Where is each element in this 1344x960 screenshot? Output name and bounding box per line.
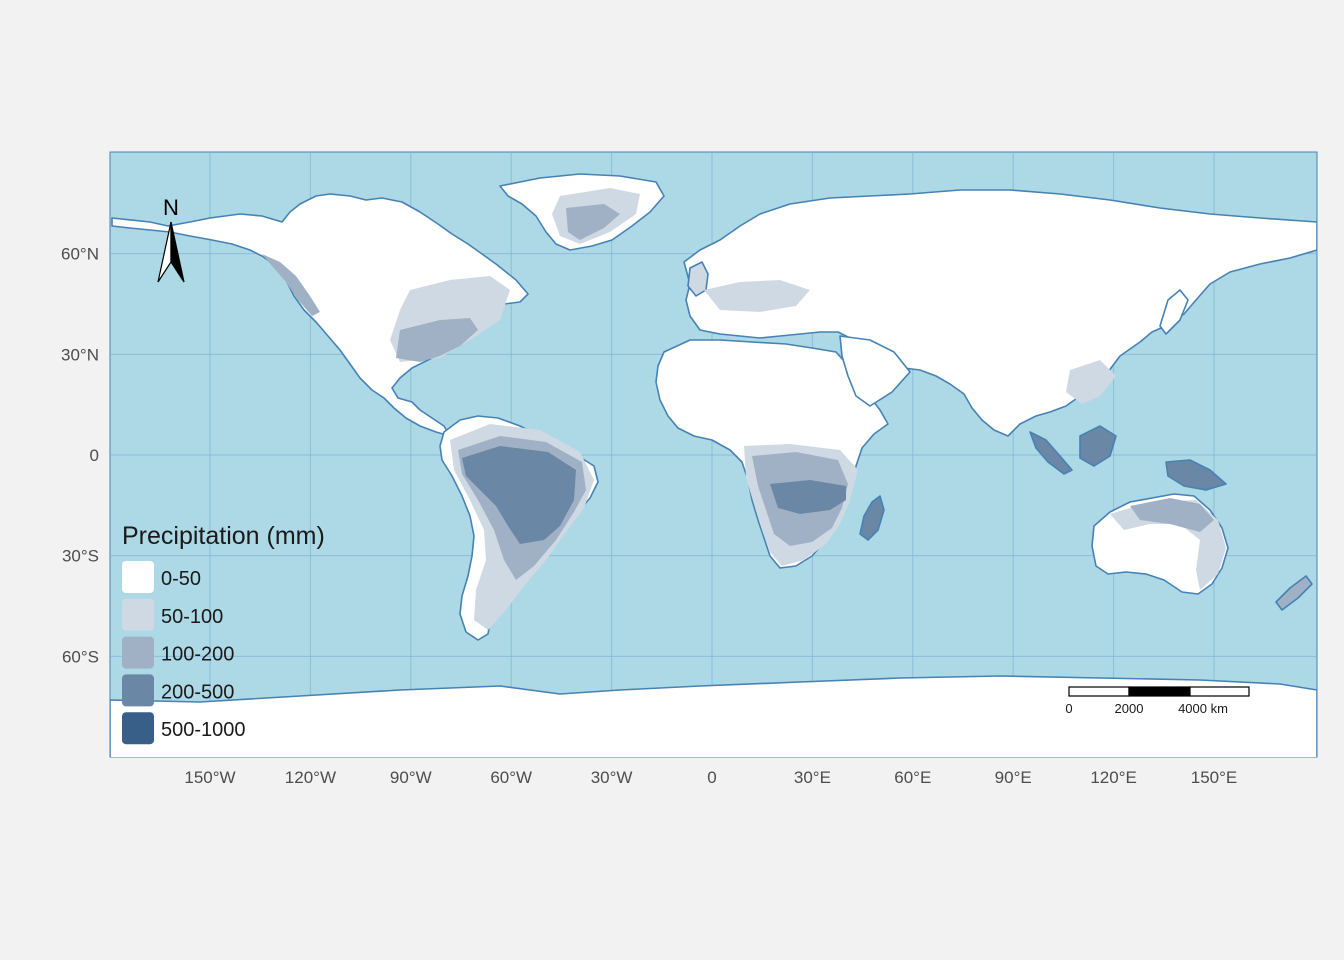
legend-label: 500-1000: [161, 719, 246, 741]
greenland-100-200: [566, 204, 620, 240]
arabia-land: [839, 335, 911, 407]
legend: Precipitation (mm) 0-50 50-100 100-200 200-…: [122, 522, 325, 745]
borneo-land: [1079, 425, 1117, 467]
na-west-coast-100-200: [262, 254, 320, 316]
x-tick-label: 90°W: [390, 768, 432, 787]
scale-bar-label-0: 0: [1065, 701, 1072, 716]
x-tick-label: 120°E: [1090, 768, 1137, 787]
x-tick-label: 60°W: [490, 768, 532, 787]
north-arrow-right-icon: [170, 221, 185, 283]
legend-label: 50-100: [161, 606, 223, 628]
y-tick-label: 60°N: [61, 245, 99, 264]
x-tick-label: 30°E: [794, 768, 831, 787]
x-tick-label: 150°E: [1191, 768, 1238, 787]
y-tick-label: 0: [90, 446, 99, 465]
x-axis: 150°W 120°W 90°W 60°W 30°W 0 30°E 60°E 90°E 120°E…: [184, 768, 1237, 787]
x-tick-label: 150°W: [184, 768, 235, 787]
au-100-200: [1130, 498, 1214, 532]
x-tick-label: 90°E: [995, 768, 1032, 787]
scale-bar-seg-1: [1068, 686, 1130, 697]
y-axis: 60°N 30°N 0 30°S 60°S: [61, 245, 99, 667]
north-arrow-label: N: [163, 195, 179, 220]
x-tick-label: 60°E: [894, 768, 931, 787]
eu-50-100: [704, 280, 810, 312]
legend-title: Precipitation (mm): [122, 522, 325, 550]
y-tick-label: 30°N: [61, 345, 99, 364]
seasia-50-100: [1066, 360, 1116, 404]
af-200-500: [770, 480, 846, 514]
scale-bar-seg-3: [1189, 686, 1250, 697]
x-tick-label: 0: [707, 768, 716, 787]
new-guinea-land: [1165, 459, 1227, 491]
x-tick-label: 30°W: [591, 768, 633, 787]
legend-swatch: [122, 598, 154, 631]
x-tick-label: 120°W: [285, 768, 336, 787]
y-tick-label: 60°S: [62, 647, 99, 666]
precip-zones: [262, 188, 1226, 630]
legend-swatch: [122, 674, 154, 707]
na-southeast-100-200: [396, 318, 478, 362]
legend-swatch: [122, 636, 154, 669]
legend-label: 200-500: [161, 681, 234, 703]
scale-bar-seg-2: [1128, 686, 1191, 697]
legend-label: 0-50: [161, 568, 201, 590]
legend-swatch: [122, 712, 154, 745]
y-tick-label: 30°S: [62, 547, 99, 566]
legend-label: 100-200: [161, 644, 234, 666]
antarctica-land: [110, 675, 1317, 757]
scale-bar: 0 2000 4000 km: [1065, 686, 1250, 716]
sumatra-land: [1029, 431, 1073, 475]
scale-bar-label-4000: 4000 km: [1178, 701, 1228, 716]
north-arrow: N: [157, 195, 185, 283]
scale-bar-label-2000: 2000: [1115, 701, 1144, 716]
japan-land: [1159, 289, 1189, 335]
new-zealand-land: [1275, 575, 1313, 611]
madagascar-land: [859, 495, 885, 541]
legend-swatch: [122, 561, 154, 593]
sa-200-500: [462, 446, 576, 544]
